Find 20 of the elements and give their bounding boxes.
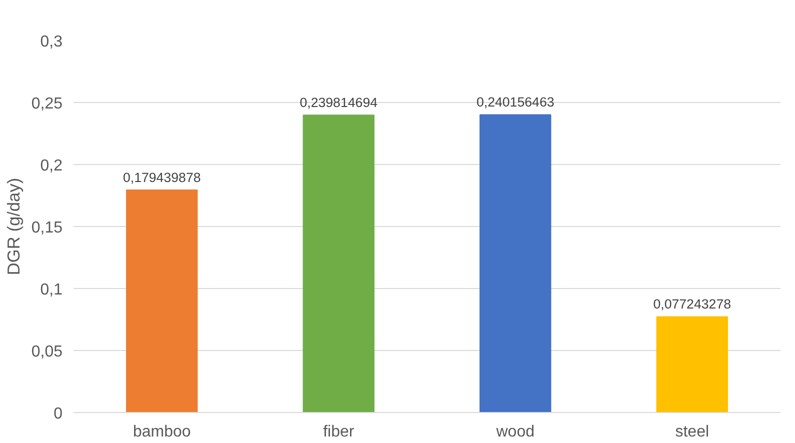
y-tick-label: 0,15 [31,220,63,236]
x-tick-label: bamboo [132,424,191,440]
data-label: 0,240156463 [476,94,554,110]
bar [302,114,374,412]
y-tick-label: 0 [54,406,63,422]
data-label: 0,179439878 [122,170,201,185]
x-tick-label: fiber [323,424,355,440]
bar [126,189,198,412]
y-tick-label: 0,2 [40,158,63,174]
bar [480,114,552,412]
x-tick-label: steel [675,424,710,440]
y-axis-title: DGR (g/day) [3,178,24,276]
x-tick-label: wood [495,424,534,440]
y-tick-label: 0,3 [40,34,63,50]
bar [656,316,728,412]
y-tick-label: 0,1 [40,282,63,298]
y-tick-label: 0,05 [31,344,63,360]
y-tick-label: 0,25 [31,96,63,112]
data-label: 0,077243278 [653,296,732,312]
data-label: 0,239814694 [300,95,378,110]
